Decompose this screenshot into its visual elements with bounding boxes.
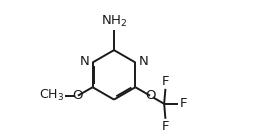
Text: F: F — [162, 75, 169, 88]
Text: NH$_2$: NH$_2$ — [101, 14, 128, 29]
Text: N: N — [138, 55, 148, 68]
Text: F: F — [162, 120, 169, 133]
Text: O: O — [145, 89, 155, 102]
Text: N: N — [80, 55, 90, 68]
Text: CH$_3$: CH$_3$ — [39, 88, 64, 103]
Text: O: O — [73, 89, 83, 102]
Text: F: F — [179, 97, 187, 110]
